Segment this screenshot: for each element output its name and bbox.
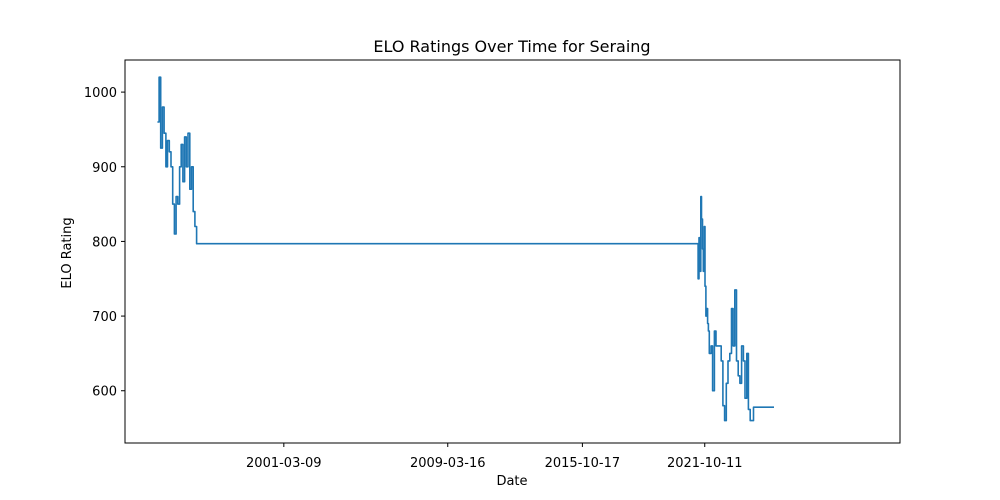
x-axis-label: Date xyxy=(496,474,527,489)
chart-title: ELO Ratings Over Time for Seraing xyxy=(373,37,650,56)
x-tick-label: 2021-10-11 xyxy=(667,456,743,471)
y-tick-label: 900 xyxy=(92,161,117,176)
x-tick-label: 2009-03-16 xyxy=(410,456,486,471)
series-line-1 xyxy=(157,76,774,422)
plot-frame xyxy=(124,59,901,444)
y-tick-label: 700 xyxy=(92,310,117,325)
y-tick-label: 800 xyxy=(92,235,117,250)
x-tick-label: 2015-10-17 xyxy=(545,456,621,471)
x-tick-label: 2001-03-09 xyxy=(246,456,322,471)
x-axis: 2001-03-09 2009-03-16 2015-10-17 2021-10-11 xyxy=(246,443,743,471)
y-axis-label: ELO Rating xyxy=(60,217,75,288)
y-tick-label: 600 xyxy=(92,385,117,400)
plot-area xyxy=(157,76,774,422)
y-tick-label: 1000 xyxy=(84,86,117,101)
y-axis: 600 700 800 900 1000 xyxy=(84,86,125,400)
